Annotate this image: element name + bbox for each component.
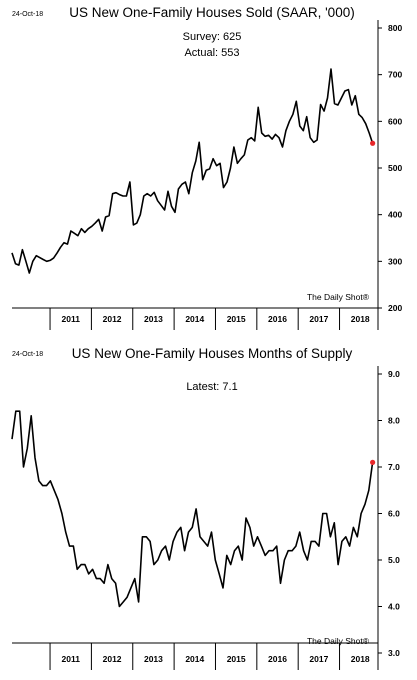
chart-title: US New One-Family Houses Months of Suppl… [72,346,353,361]
y-tick-label: 800 [388,23,402,33]
chart-months-of-supply: 24-Oct-18 US New One-Family Houses Month… [0,340,417,680]
x-tick-label: 2012 [103,314,122,324]
chart-svg: 24-Oct-18 US New One-Family Houses Month… [11,346,400,670]
axes [12,366,379,670]
annotation-actual: Actual: 553 [184,47,239,59]
x-tick-label: 2011 [61,314,80,324]
y-tick-label: 8.0 [388,416,400,426]
annotation-latest: Latest: 7.1 [186,381,237,393]
x-tick-label: 2013 [144,654,163,664]
y-axis-ticks: 3.0 4.0 5.0 6.0 7.0 8.0 9.0 [378,369,400,658]
latest-point-marker [370,459,376,465]
date-label: 24-Oct-18 [12,351,43,358]
x-tick-label: 2012 [103,654,122,664]
plot-area [11,68,376,274]
y-tick-label: 7.0 [388,462,400,472]
y-tick-label: 5.0 [388,555,400,565]
x-tick-label: 2013 [144,314,163,324]
y-tick-label: 400 [388,210,402,220]
y-tick-label: 300 [388,256,402,266]
x-tick-label: 2018 [351,314,370,324]
y-tick-label: 9.0 [388,369,400,379]
chart-new-home-sales: 24-Oct-18 US New One-Family Houses Sold … [11,5,402,330]
x-tick-label: 2015 [227,654,246,664]
x-tick-label: 2016 [268,314,287,324]
y-tick-label: 500 [388,163,402,173]
plot-area [11,410,376,608]
latest-point-marker [370,140,376,146]
x-tick-label: 2014 [185,654,204,664]
x-axis-ticks: 2011 2012 2013 2014 2015 2016 2017 2018 [49,308,370,330]
y-tick-label: 3.0 [388,648,400,658]
y-axis-ticks: 200 300 400 500 600 700 800 [378,23,402,313]
y-tick-label: 200 [388,303,402,313]
source-label: The Daily Shot® [307,636,370,646]
y-tick-label: 600 [388,116,402,126]
x-tick-label: 2018 [351,654,370,664]
annotation-survey: Survey: 625 [183,31,242,43]
axes [12,20,379,330]
x-tick-label: 2014 [185,314,204,324]
date-label: 24-Oct-18 [12,11,43,18]
y-tick-label: 4.0 [388,602,400,612]
y-tick-label: 700 [388,70,402,80]
x-axis-ticks: 2011 2012 2013 2014 2015 2016 2017 2018 [49,643,370,670]
x-tick-label: 2017 [309,314,328,324]
x-tick-label: 2011 [61,654,80,664]
series-line [11,410,374,608]
y-tick-label: 6.0 [388,509,400,519]
source-label: The Daily Shot® [307,292,370,302]
x-tick-label: 2015 [227,314,246,324]
x-tick-label: 2016 [268,654,287,664]
series-line [11,68,374,274]
x-tick-label: 2017 [309,654,328,664]
chart-title: US New One-Family Houses Sold (SAAR, '00… [69,5,354,20]
chart-svg: 24-Oct-18 US New One-Family Houses Sold … [11,5,402,330]
